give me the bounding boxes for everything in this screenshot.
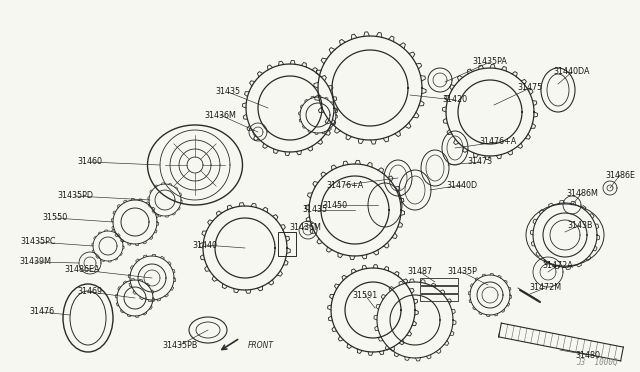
Text: 31435PD: 31435PD [57,192,93,201]
Text: 31480: 31480 [575,350,600,359]
Bar [420,286,458,293]
Text: 31436M: 31436M [289,224,321,232]
Text: 31435PA: 31435PA [472,58,508,67]
Text: 31435: 31435 [216,87,241,96]
Text: 31469: 31469 [77,288,102,296]
Text: 31460: 31460 [77,157,102,167]
Text: 31435PB: 31435PB [163,340,198,350]
Text: 31440DA: 31440DA [554,67,590,77]
Text: 31486M: 31486M [566,189,598,198]
Text: 31476+A: 31476+A [326,180,364,189]
Text: 31435: 31435 [303,205,328,215]
Text: 31550: 31550 [42,214,68,222]
Text: 31591: 31591 [353,291,378,299]
Text: 31486E: 31486E [605,170,635,180]
Text: 31440: 31440 [193,241,218,250]
Text: 31475: 31475 [517,83,543,93]
Text: 31450: 31450 [323,201,348,209]
Text: 31472M: 31472M [529,283,561,292]
Text: 31472A: 31472A [543,260,573,269]
Bar [420,294,458,301]
Text: 31435P: 31435P [447,267,477,276]
Text: 31439M: 31439M [19,257,51,266]
Text: 31486EA: 31486EA [64,266,100,275]
Text: FRONT: FRONT [248,341,274,350]
Text: 31476+A: 31476+A [479,138,516,147]
Text: 31473: 31473 [467,157,493,167]
Text: 31435PC: 31435PC [20,237,56,247]
Text: 31436M: 31436M [204,110,236,119]
Text: 3143B: 3143B [567,221,593,230]
Text: 31420: 31420 [442,96,468,105]
Bar [420,278,458,285]
Text: J3  1000Q: J3 1000Q [577,357,618,366]
Text: 31487: 31487 [408,267,433,276]
Text: 31476: 31476 [29,308,54,317]
Text: 31440D: 31440D [447,180,477,189]
